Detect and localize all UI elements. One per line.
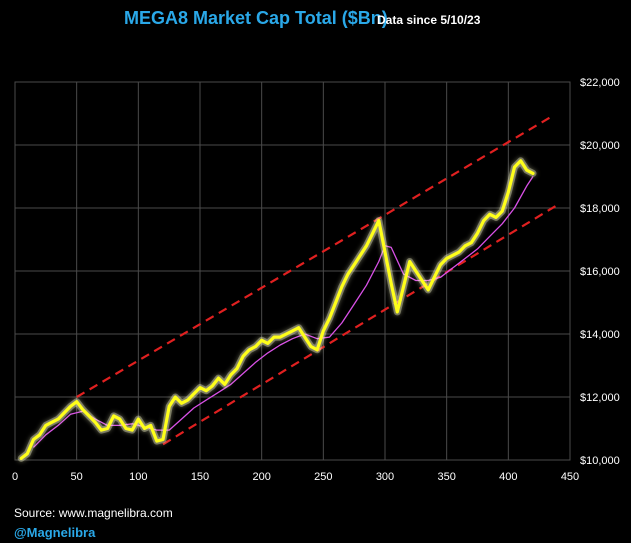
lower-channel-line bbox=[162, 203, 559, 446]
x-tick-label: 250 bbox=[314, 471, 332, 483]
moving-average-line bbox=[33, 176, 534, 448]
y-tick-label: $22,000 bbox=[580, 77, 620, 89]
x-tick-label: 200 bbox=[252, 471, 270, 483]
upper-channel-line bbox=[76, 115, 553, 398]
grid-lines bbox=[14, 81, 571, 461]
y-tick-label: $16,000 bbox=[580, 266, 620, 278]
source-note: Source: www.magnelibra.com bbox=[14, 506, 173, 520]
y-tick-label: $14,000 bbox=[580, 329, 620, 341]
chart-title: MEGA8 Market Cap Total ($Bn) bbox=[124, 8, 388, 28]
y-tick-label: $20,000 bbox=[580, 140, 620, 152]
author-handle[interactable]: @Magnelibra bbox=[14, 525, 96, 540]
x-tick-label: 100 bbox=[129, 471, 147, 483]
x-tick-label: 150 bbox=[191, 471, 209, 483]
y-tick-label: $18,000 bbox=[580, 203, 620, 215]
x-tick-label: 450 bbox=[561, 471, 579, 483]
x-tick-label: 0 bbox=[12, 471, 18, 483]
x-tick-label: 50 bbox=[71, 471, 83, 483]
series-lines bbox=[17, 115, 559, 462]
chart-subtitle: Data since 5/10/23 bbox=[377, 13, 481, 27]
x-tick-label: 300 bbox=[376, 471, 394, 483]
x-tick-label: 350 bbox=[437, 471, 455, 483]
y-tick-label: $12,000 bbox=[580, 392, 620, 404]
market-cap-line bbox=[19, 159, 535, 460]
chart-area: 0 50 100 150 200 250 300 350 400 450$10,000 $12,00… bbox=[12, 77, 620, 483]
x-tick-label: 400 bbox=[499, 471, 517, 483]
y-tick-label: $10,000 bbox=[580, 455, 620, 467]
axis-tick-labels: 0 50 100 150 200 250 300 350 400 450$10,000 $12,00… bbox=[12, 77, 620, 483]
market-cap-glow bbox=[17, 157, 537, 462]
